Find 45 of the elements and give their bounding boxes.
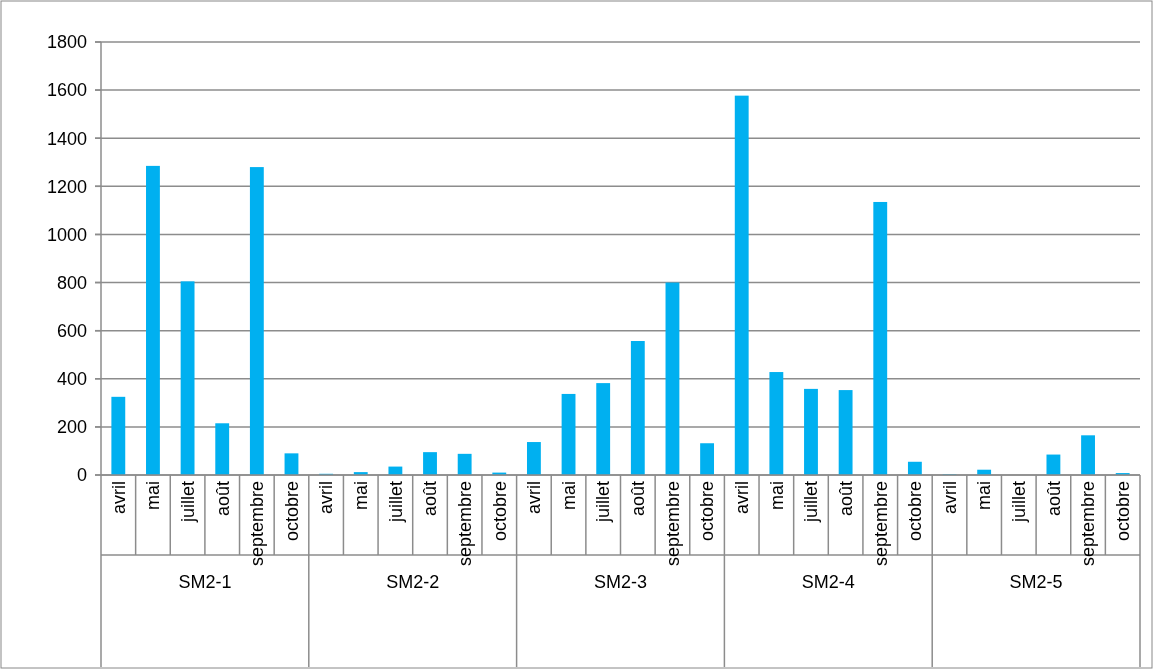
x-tick-label: septembre <box>662 481 683 567</box>
x-tick-label: août <box>835 481 856 517</box>
x-tick-label: octobre <box>281 481 302 542</box>
y-tick-label: 400 <box>56 369 87 390</box>
y-tick-label: 0 <box>76 465 87 486</box>
x-tick-label: juillet <box>177 481 198 524</box>
y-tick-label: 1000 <box>46 224 87 245</box>
x-tick-label: juillet <box>801 481 822 524</box>
x-tick-label: mai <box>974 481 995 511</box>
text: SM2-4 <box>801 572 855 593</box>
x-tick-label: avril <box>108 481 129 515</box>
y-tick-label: 200 <box>56 417 87 438</box>
x-tick-label: octobre <box>905 481 926 542</box>
text: SM2-5 <box>1009 572 1063 593</box>
y-tick-label: 1400 <box>46 128 87 149</box>
x-tick-label: juillet <box>593 481 614 524</box>
x-tick-label: mai <box>766 481 787 511</box>
x-tick-label: août <box>212 481 233 517</box>
text: SM2-1 <box>178 572 232 593</box>
x-tick-label: mai <box>558 481 579 511</box>
x-tick-label: août <box>420 481 441 517</box>
x-tick-label: août <box>628 481 649 517</box>
x-tick-label: août <box>1043 481 1064 517</box>
x-tick-label: septembre <box>1078 481 1099 567</box>
x-tick-label: avril <box>316 481 337 515</box>
text: SM2-3 <box>593 572 648 593</box>
x-tick-label: mai <box>143 481 164 511</box>
x-tick-label: octobre <box>697 481 718 542</box>
text: SM2-2 <box>386 572 440 593</box>
x-tick-label: septembre <box>247 481 268 567</box>
x-tick-label: octobre <box>489 481 510 542</box>
x-tick-label: avril <box>524 481 545 515</box>
x-tick-label: juillet <box>385 481 406 524</box>
x-tick-label: octobre <box>1112 481 1133 542</box>
y-tick-label: 600 <box>56 320 87 341</box>
y-tick-label: 1800 <box>46 32 87 53</box>
x-tick-label: septembre <box>454 481 475 567</box>
x-tick-label: juillet <box>1009 481 1030 524</box>
x-tick-label: mai <box>351 481 372 511</box>
y-tick-label: 800 <box>56 272 87 293</box>
y-tick-label: 1200 <box>46 176 87 197</box>
x-tick-label: avril <box>732 481 753 515</box>
x-tick-label: avril <box>939 481 960 515</box>
y-tick-label: 1600 <box>46 80 87 101</box>
x-tick-label: septembre <box>870 481 891 567</box>
